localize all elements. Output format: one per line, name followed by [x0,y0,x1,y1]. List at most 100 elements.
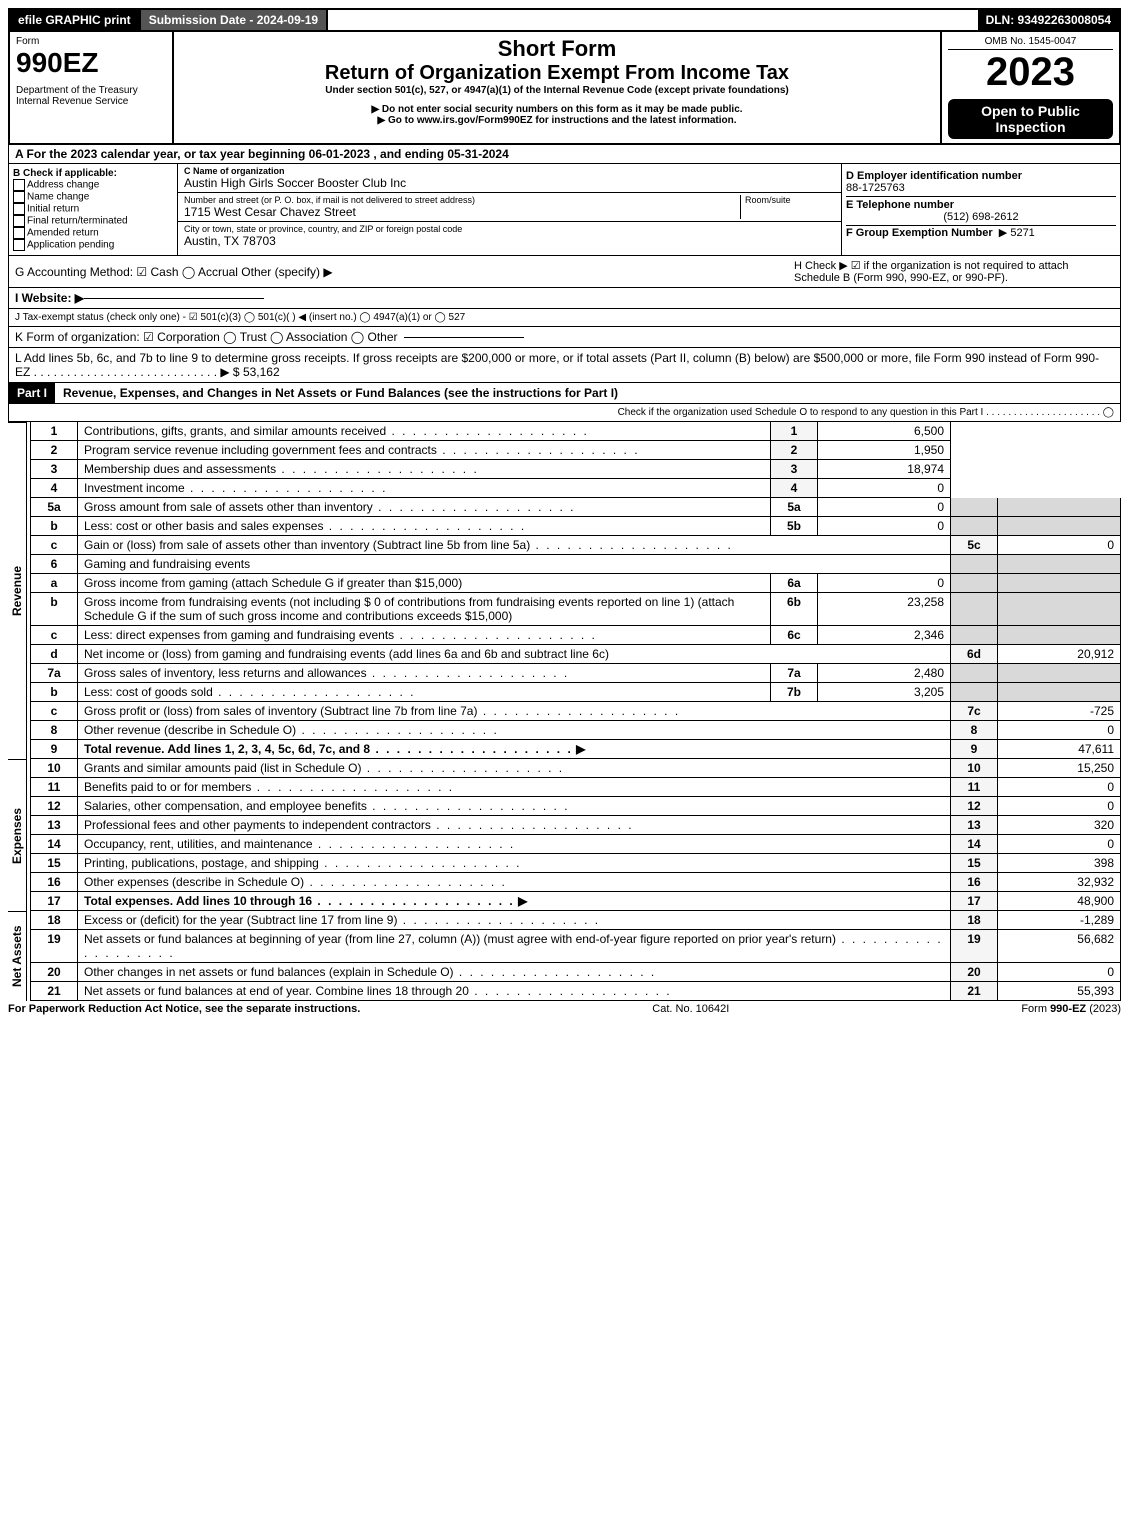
chk-initial-return-label: Initial return [27,204,79,215]
line-14-val: 0 [998,835,1121,854]
line-6d-val: 20,912 [998,645,1121,664]
note-link-text[interactable]: Go to www.irs.gov/Form990EZ for instruct… [388,115,737,126]
line-8-num: 8 [31,721,78,740]
efile-print[interactable]: efile GRAPHIC print [10,10,141,30]
chk-name-change-label: Name change [27,192,89,203]
line-13-num: 13 [31,816,78,835]
website-label: I Website: ▶ [15,291,84,305]
line-19-val: 56,682 [998,930,1121,963]
line-5a-shadeval [998,498,1121,517]
line-7b-text: Less: cost of goods sold [78,683,771,702]
line-9-text: Total revenue. Add lines 1, 2, 3, 4, 5c,… [84,742,573,756]
row-k: K Form of organization: ☑ Corporation ◯ … [8,327,1121,348]
line-3-num: 3 [31,460,78,479]
line-1-text: Contributions, gifts, grants, and simila… [78,422,771,441]
line-7b-sv: 3,205 [818,683,951,702]
line-2-val: 1,950 [818,441,951,460]
line-6b-shadeval [998,593,1121,626]
line-12-val: 0 [998,797,1121,816]
row-j: J Tax-exempt status (check only one) - ☑… [8,309,1121,327]
line-11-val: 0 [998,778,1121,797]
line-3: 3Membership dues and assessments318,974 [31,460,1121,479]
line-1-box: 1 [771,422,818,441]
line-1-val: 6,500 [818,422,951,441]
line-6-shade [951,555,998,574]
line-7b-shade [951,683,998,702]
chk-application-pending[interactable]: Application pending [13,239,173,251]
chk-amended-return-label: Amended return [27,228,99,239]
accounting-method: G Accounting Method: ☑ Cash ◯ Accrual Ot… [15,265,794,279]
line-9-num: 9 [31,740,78,759]
line-7a: 7aGross sales of inventory, less returns… [31,664,1121,683]
line-10-text: Grants and similar amounts paid (list in… [78,759,951,778]
line-16-num: 16 [31,873,78,892]
line-18-text: Excess or (deficit) for the year (Subtra… [78,911,951,930]
expenses-side-label: Expenses [8,759,27,911]
line-5a-num: 5a [31,498,78,517]
note-link: ▶ Go to www.irs.gov/Form990EZ for instru… [180,115,934,126]
line-21-box: 21 [951,982,998,1001]
part1-check: Check if the organization used Schedule … [8,404,1121,422]
line-7b-sub: 7b [771,683,818,702]
line-17-num: 17 [31,892,78,911]
col-b-checkboxes: B Check if applicable: Address change Na… [9,164,178,255]
line-11-num: 11 [31,778,78,797]
org-name: Austin High Girls Soccer Booster Club In… [184,176,835,190]
line-6d-box: 6d [951,645,998,664]
line-a: A For the 2023 calendar year, or tax yea… [8,145,1121,164]
line-12: 12Salaries, other compensation, and empl… [31,797,1121,816]
chk-amended-return[interactable]: Amended return [13,227,173,239]
other-org-field[interactable] [404,337,524,338]
line-21-text: Net assets or fund balances at end of ye… [78,982,951,1001]
chk-final-return[interactable]: Final return/terminated [13,215,173,227]
line-19-box: 19 [951,930,998,963]
line-5b-shadeval [998,517,1121,536]
line-6c-num: c [31,626,78,645]
row-i: I Website: ▶ [8,288,1121,309]
line-8-text: Other revenue (describe in Schedule O) [78,721,951,740]
dept-treasury: Department of the Treasury [16,85,166,96]
line-17-box: 17 [951,892,998,911]
line-11-text: Benefits paid to or for members [78,778,951,797]
line-4-box: 4 [771,479,818,498]
chk-name-change[interactable]: Name change [13,191,173,203]
line-10-val: 15,250 [998,759,1121,778]
line-5c-num: c [31,536,78,555]
line-19-num: 19 [31,930,78,963]
line-3-text: Membership dues and assessments [78,460,771,479]
netassets-table: 18Excess or (deficit) for the year (Subt… [30,911,1121,1001]
line-21-num: 21 [31,982,78,1001]
line-7a-shade [951,664,998,683]
return-title: Return of Organization Exempt From Incom… [180,62,934,85]
line-5a-text: Gross amount from sale of assets other t… [84,500,576,514]
line-5a-shade [951,498,998,517]
chk-initial-return[interactable]: Initial return [13,203,173,215]
line-2-num: 2 [31,441,78,460]
line-12-box: 12 [951,797,998,816]
net-assets-section: Net Assets 18Excess or (deficit) for the… [8,911,1121,1001]
line-18-box: 18 [951,911,998,930]
city: Austin, TX 78703 [184,234,835,248]
chk-application-pending-label: Application pending [27,240,114,251]
line-15-text: Printing, publications, postage, and shi… [78,854,951,873]
line-6-text: Gaming and fundraising events [78,555,951,574]
line-15: 15Printing, publications, postage, and s… [31,854,1121,873]
line-5c-box: 5c [951,536,998,555]
d-label: D Employer identification number [846,170,1116,182]
line-15-box: 15 [951,854,998,873]
website-field[interactable] [84,298,264,299]
line-6d-num: d [31,645,78,664]
part1-header-row: Part I Revenue, Expenses, and Changes in… [8,383,1121,404]
line-4-num: 4 [31,479,78,498]
page-footer: For Paperwork Reduction Act Notice, see … [8,1001,1121,1017]
line-11-box: 11 [951,778,998,797]
subtitle: Under section 501(c), 527, or 4947(a)(1)… [180,85,934,96]
chk-address-change[interactable]: Address change [13,179,173,191]
line-6d: dNet income or (loss) from gaming and fu… [31,645,1121,664]
line-5c: cGain or (loss) from sale of assets othe… [31,536,1121,555]
line-5a-sub: 5a [771,498,818,517]
line-6a-num: a [31,574,78,593]
chk-address-change-label: Address change [27,180,99,191]
e-label: E Telephone number [846,199,1116,211]
line-17: 17Total expenses. Add lines 10 through 1… [31,892,1121,911]
